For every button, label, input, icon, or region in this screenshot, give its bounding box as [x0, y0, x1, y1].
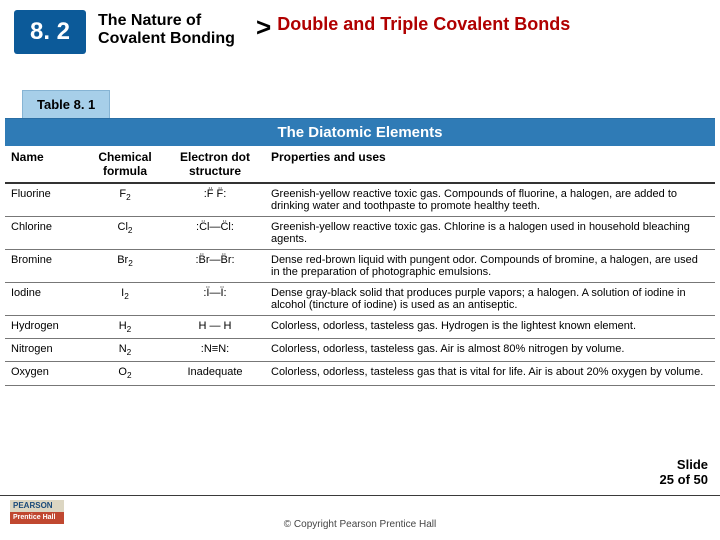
table-row: ChlorineCl2:C̈l—C̈l:Greenish-yellow reac…	[5, 217, 715, 250]
col-props: Properties and uses	[265, 146, 715, 183]
cell-properties: Colorless, odorless, tasteless gas. Air …	[265, 339, 715, 362]
topic-title: Double and Triple Covalent Bonds	[277, 14, 570, 35]
table-row: HydrogenH2H — HColorless, odorless, tast…	[5, 316, 715, 339]
table-row: IodineI2:Ï—Ï:Dense gray-black solid th…	[5, 283, 715, 316]
table-row: BromineBr2:B̈r—B̈r:Dense red-brown liqui…	[5, 250, 715, 283]
col-name: Name	[5, 146, 85, 183]
cell-properties: Colorless, odorless, tasteless gas. Hydr…	[265, 316, 715, 339]
slide-header: 8. 2 The Nature of Covalent Bonding > Do…	[0, 0, 720, 60]
cell-formula: H2	[85, 316, 165, 339]
cell-name: Bromine	[5, 250, 85, 283]
slide-footer: PEARSON Prentice Hall © Copyright Pearso…	[0, 495, 720, 540]
breadcrumb-separator: >	[256, 12, 271, 43]
table-tab-label: Table 8. 1	[22, 90, 110, 118]
copyright-text: © Copyright Pearson Prentice Hall	[0, 519, 720, 530]
cell-dot-structure: :B̈r—B̈r:	[165, 250, 265, 283]
cell-formula: N2	[85, 339, 165, 362]
cell-formula: I2	[85, 283, 165, 316]
diatomic-elements-table: The Diatomic Elements Name Chemical form…	[5, 118, 715, 386]
table-row: FluorineF2:F̈ F̈:Greenish-yellow reactiv…	[5, 183, 715, 217]
slide-label: Slide	[677, 457, 708, 472]
cell-name: Chlorine	[5, 217, 85, 250]
cell-formula: O2	[85, 362, 165, 385]
table-row: OxygenO2InadequateColorless, odorless, t…	[5, 362, 715, 385]
logo-pearson: PEARSON	[10, 500, 64, 512]
table-header-row: Name Chemical formula Electron dot struc…	[5, 146, 715, 183]
cell-properties: Colorless, odorless, tasteless gas that …	[265, 362, 715, 385]
section-number-badge: 8. 2	[14, 10, 86, 54]
col-formula: Chemical formula	[85, 146, 165, 183]
cell-properties: Dense gray-black solid that produces pur…	[265, 283, 715, 316]
cell-dot-structure: :Ï—Ï:	[165, 283, 265, 316]
cell-properties: Greenish-yellow reactive toxic gas. Comp…	[265, 183, 715, 217]
cell-formula: F2	[85, 183, 165, 217]
slide-number: Slide 25 of 50	[660, 458, 708, 488]
cell-properties: Greenish-yellow reactive toxic gas. Chlo…	[265, 217, 715, 250]
cell-name: Fluorine	[5, 183, 85, 217]
slide-current: 25	[660, 472, 674, 487]
cell-properties: Dense red-brown liquid with pungent odor…	[265, 250, 715, 283]
chapter-title: The Nature of Covalent Bonding	[98, 12, 248, 49]
slide-total: 50	[694, 472, 708, 487]
table-row: NitrogenN2:N≡N:Colorless, odorless, tast…	[5, 339, 715, 362]
cell-dot-structure: :N≡N:	[165, 339, 265, 362]
cell-formula: Br2	[85, 250, 165, 283]
cell-name: Oxygen	[5, 362, 85, 385]
table-title: The Diatomic Elements	[5, 118, 715, 146]
cell-dot-structure: H — H	[165, 316, 265, 339]
cell-dot-structure: :C̈l—C̈l:	[165, 217, 265, 250]
data-table: Name Chemical formula Electron dot struc…	[5, 146, 715, 386]
cell-name: Hydrogen	[5, 316, 85, 339]
col-dot: Electron dot structure	[165, 146, 265, 183]
slide-of: of	[678, 472, 690, 487]
cell-name: Iodine	[5, 283, 85, 316]
cell-dot-structure: Inadequate	[165, 362, 265, 385]
cell-formula: Cl2	[85, 217, 165, 250]
cell-dot-structure: :F̈ F̈:	[165, 183, 265, 217]
cell-name: Nitrogen	[5, 339, 85, 362]
